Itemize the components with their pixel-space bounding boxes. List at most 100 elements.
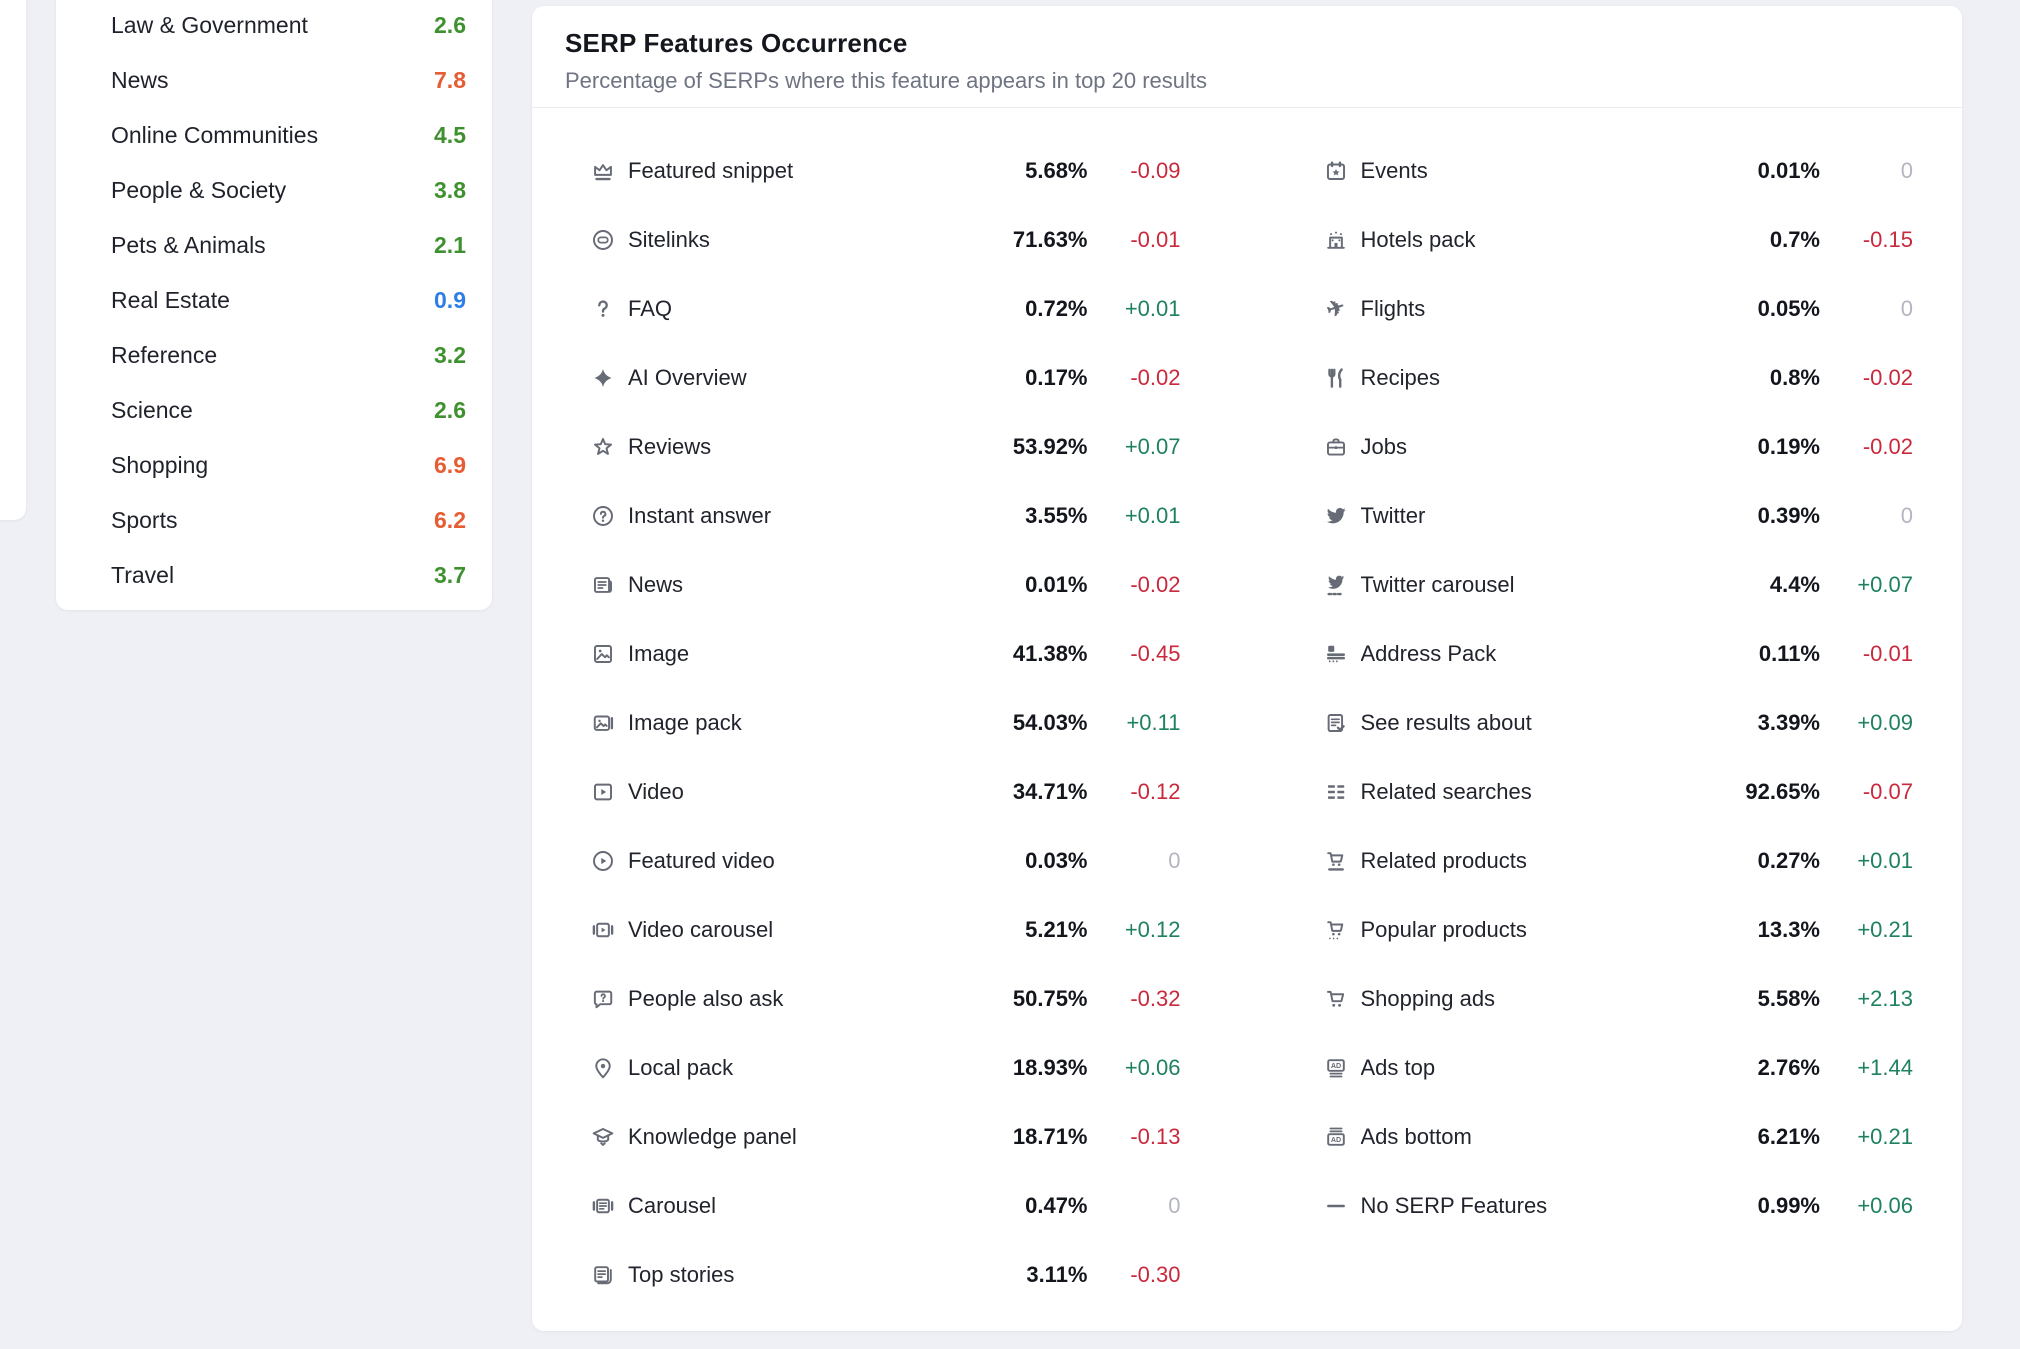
feature-row: See results about 3.39% +0.09 bbox=[1323, 688, 1913, 757]
feature-row: Top stories 3.11% -0.30 bbox=[590, 1240, 1181, 1309]
feature-label: Knowledge panel bbox=[628, 1123, 797, 1149]
feature-label: Jobs bbox=[1360, 433, 1407, 459]
feature-label: Sitelinks bbox=[628, 226, 710, 252]
category-row[interactable]: Sports 6.2 bbox=[111, 493, 466, 548]
feature-value: 0.8% bbox=[1769, 364, 1820, 390]
feature-label: Flights bbox=[1360, 295, 1426, 321]
category-row[interactable]: Science 2.6 bbox=[111, 383, 466, 438]
feature-change: -0.02 bbox=[1130, 571, 1181, 597]
feature-change: -0.02 bbox=[1862, 433, 1913, 459]
feature-value: 41.38% bbox=[1012, 640, 1088, 666]
feature-change: +0.07 bbox=[1124, 433, 1181, 459]
category-label: Sports bbox=[111, 507, 178, 533]
jobs-icon bbox=[1323, 434, 1361, 460]
flights-icon bbox=[1323, 296, 1361, 322]
feature-value: 6.21% bbox=[1757, 1123, 1820, 1149]
news-icon bbox=[590, 572, 628, 598]
category-row[interactable]: Real Estate 0.9 bbox=[111, 273, 466, 328]
category-row[interactable]: Law & Government 2.6 bbox=[111, 0, 466, 53]
feature-label: Carousel bbox=[628, 1192, 717, 1218]
feature-value: 92.65% bbox=[1745, 778, 1820, 804]
feature-value: 3.55% bbox=[1025, 502, 1088, 528]
feature-row: No SERP Features 0.99% +0.06 bbox=[1323, 1171, 1913, 1240]
feature-value: 0.72% bbox=[1025, 295, 1088, 321]
feature-row: News 0.01% -0.02 bbox=[590, 550, 1181, 619]
feature-label: Local pack bbox=[628, 1054, 734, 1080]
feature-row: Image pack 54.03% +0.11 bbox=[590, 688, 1181, 757]
category-row[interactable]: News 7.8 bbox=[111, 53, 466, 108]
category-row[interactable]: Pets & Animals 2.1 bbox=[111, 218, 466, 273]
category-row[interactable]: People & Society 3.8 bbox=[111, 163, 466, 218]
feature-change: 0 bbox=[1900, 157, 1913, 183]
category-label: Science bbox=[111, 397, 193, 423]
top-stories-icon bbox=[590, 1262, 628, 1288]
feature-change: +0.07 bbox=[1857, 571, 1913, 597]
feature-change: +0.09 bbox=[1857, 709, 1913, 735]
recipes-icon bbox=[1323, 365, 1361, 391]
category-row[interactable]: Travel 3.7 bbox=[111, 548, 466, 603]
serp-features-card: SERP Features Occurrence Percentage of S… bbox=[532, 6, 1962, 1331]
feature-label: Image bbox=[628, 640, 690, 666]
category-value: 6.2 bbox=[434, 507, 466, 533]
feature-row: Jobs 0.19% -0.02 bbox=[1323, 412, 1913, 481]
feature-change: +0.01 bbox=[1124, 295, 1181, 321]
feature-change: -0.09 bbox=[1130, 157, 1181, 183]
feature-change: -0.01 bbox=[1862, 640, 1913, 666]
feature-change: -0.32 bbox=[1130, 985, 1181, 1011]
feature-value: 0.39% bbox=[1757, 502, 1820, 528]
category-value: 2.6 bbox=[434, 397, 466, 423]
feature-label: Popular products bbox=[1360, 916, 1527, 942]
feature-change: 0 bbox=[1168, 847, 1181, 873]
reviews-icon bbox=[590, 434, 628, 460]
feature-row: Address Pack 0.11% -0.01 bbox=[1323, 619, 1913, 688]
feature-row: Local pack 18.93% +0.06 bbox=[590, 1033, 1181, 1102]
feature-row: Instant answer 3.55% +0.01 bbox=[590, 481, 1181, 550]
feature-change: -0.07 bbox=[1862, 778, 1913, 804]
feature-change: -0.45 bbox=[1130, 640, 1181, 666]
people-also-ask-icon bbox=[590, 986, 628, 1012]
feature-label: See results about bbox=[1360, 709, 1532, 735]
feature-change: +0.12 bbox=[1124, 916, 1181, 942]
category-row[interactable]: Shopping 6.9 bbox=[111, 438, 466, 493]
feature-value: 34.71% bbox=[1012, 778, 1088, 804]
feature-label: News bbox=[628, 571, 684, 597]
feature-value: 0.11% bbox=[1758, 640, 1820, 666]
feature-row: Hotels pack 0.7% -0.15 bbox=[1323, 205, 1913, 274]
feature-change: +1.44 bbox=[1857, 1054, 1913, 1080]
category-row[interactable]: Online Communities 4.5 bbox=[111, 108, 466, 163]
feature-column-right: Events 0.01% 0 Hotels pack 0.7% -0.15 Flights 0… bbox=[1323, 136, 1913, 1309]
feature-label: AI Overview bbox=[628, 364, 747, 390]
feature-label: No SERP Features bbox=[1360, 1192, 1548, 1218]
featured-snippet-icon bbox=[590, 158, 628, 184]
address-pack-icon bbox=[1323, 641, 1361, 667]
feature-change: -0.13 bbox=[1130, 1123, 1181, 1149]
feature-value: 5.21% bbox=[1025, 916, 1088, 942]
feature-change: +0.01 bbox=[1857, 847, 1913, 873]
feature-value: 0.01% bbox=[1757, 157, 1820, 183]
feature-label: Top stories bbox=[628, 1261, 735, 1287]
feature-label: Reviews bbox=[628, 433, 712, 459]
feature-value: 18.93% bbox=[1012, 1054, 1088, 1080]
feature-label: Recipes bbox=[1360, 364, 1440, 390]
twitter-carousel-icon bbox=[1323, 572, 1361, 598]
image-icon bbox=[590, 641, 628, 667]
feature-change: +0.21 bbox=[1857, 1123, 1913, 1149]
feature-value: 2.76% bbox=[1757, 1054, 1820, 1080]
feature-row: Featured snippet 5.68% -0.09 bbox=[590, 136, 1181, 205]
feature-row: Shopping ads 5.58% +2.13 bbox=[1323, 964, 1913, 1033]
feature-column-left: Featured snippet 5.68% -0.09 Sitelinks 71.63… bbox=[590, 136, 1181, 1309]
featured-video-icon bbox=[590, 848, 628, 874]
events-icon bbox=[1323, 158, 1361, 184]
feature-value: 18.71% bbox=[1012, 1123, 1088, 1149]
feature-label: Hotels pack bbox=[1360, 226, 1476, 252]
feature-value: 13.3% bbox=[1757, 916, 1820, 942]
feature-row: Recipes 0.8% -0.02 bbox=[1323, 343, 1913, 412]
feature-value: 0.01% bbox=[1025, 571, 1088, 597]
adjacent-card-edge bbox=[0, 0, 26, 520]
feature-label: Shopping ads bbox=[1360, 985, 1496, 1011]
category-label: Law & Government bbox=[111, 12, 308, 38]
category-row[interactable]: Reference 3.2 bbox=[111, 328, 466, 383]
feature-label: Twitter carousel bbox=[1360, 571, 1515, 597]
faq-icon bbox=[590, 296, 628, 322]
feature-row: Video carousel 5.21% +0.12 bbox=[590, 895, 1181, 964]
